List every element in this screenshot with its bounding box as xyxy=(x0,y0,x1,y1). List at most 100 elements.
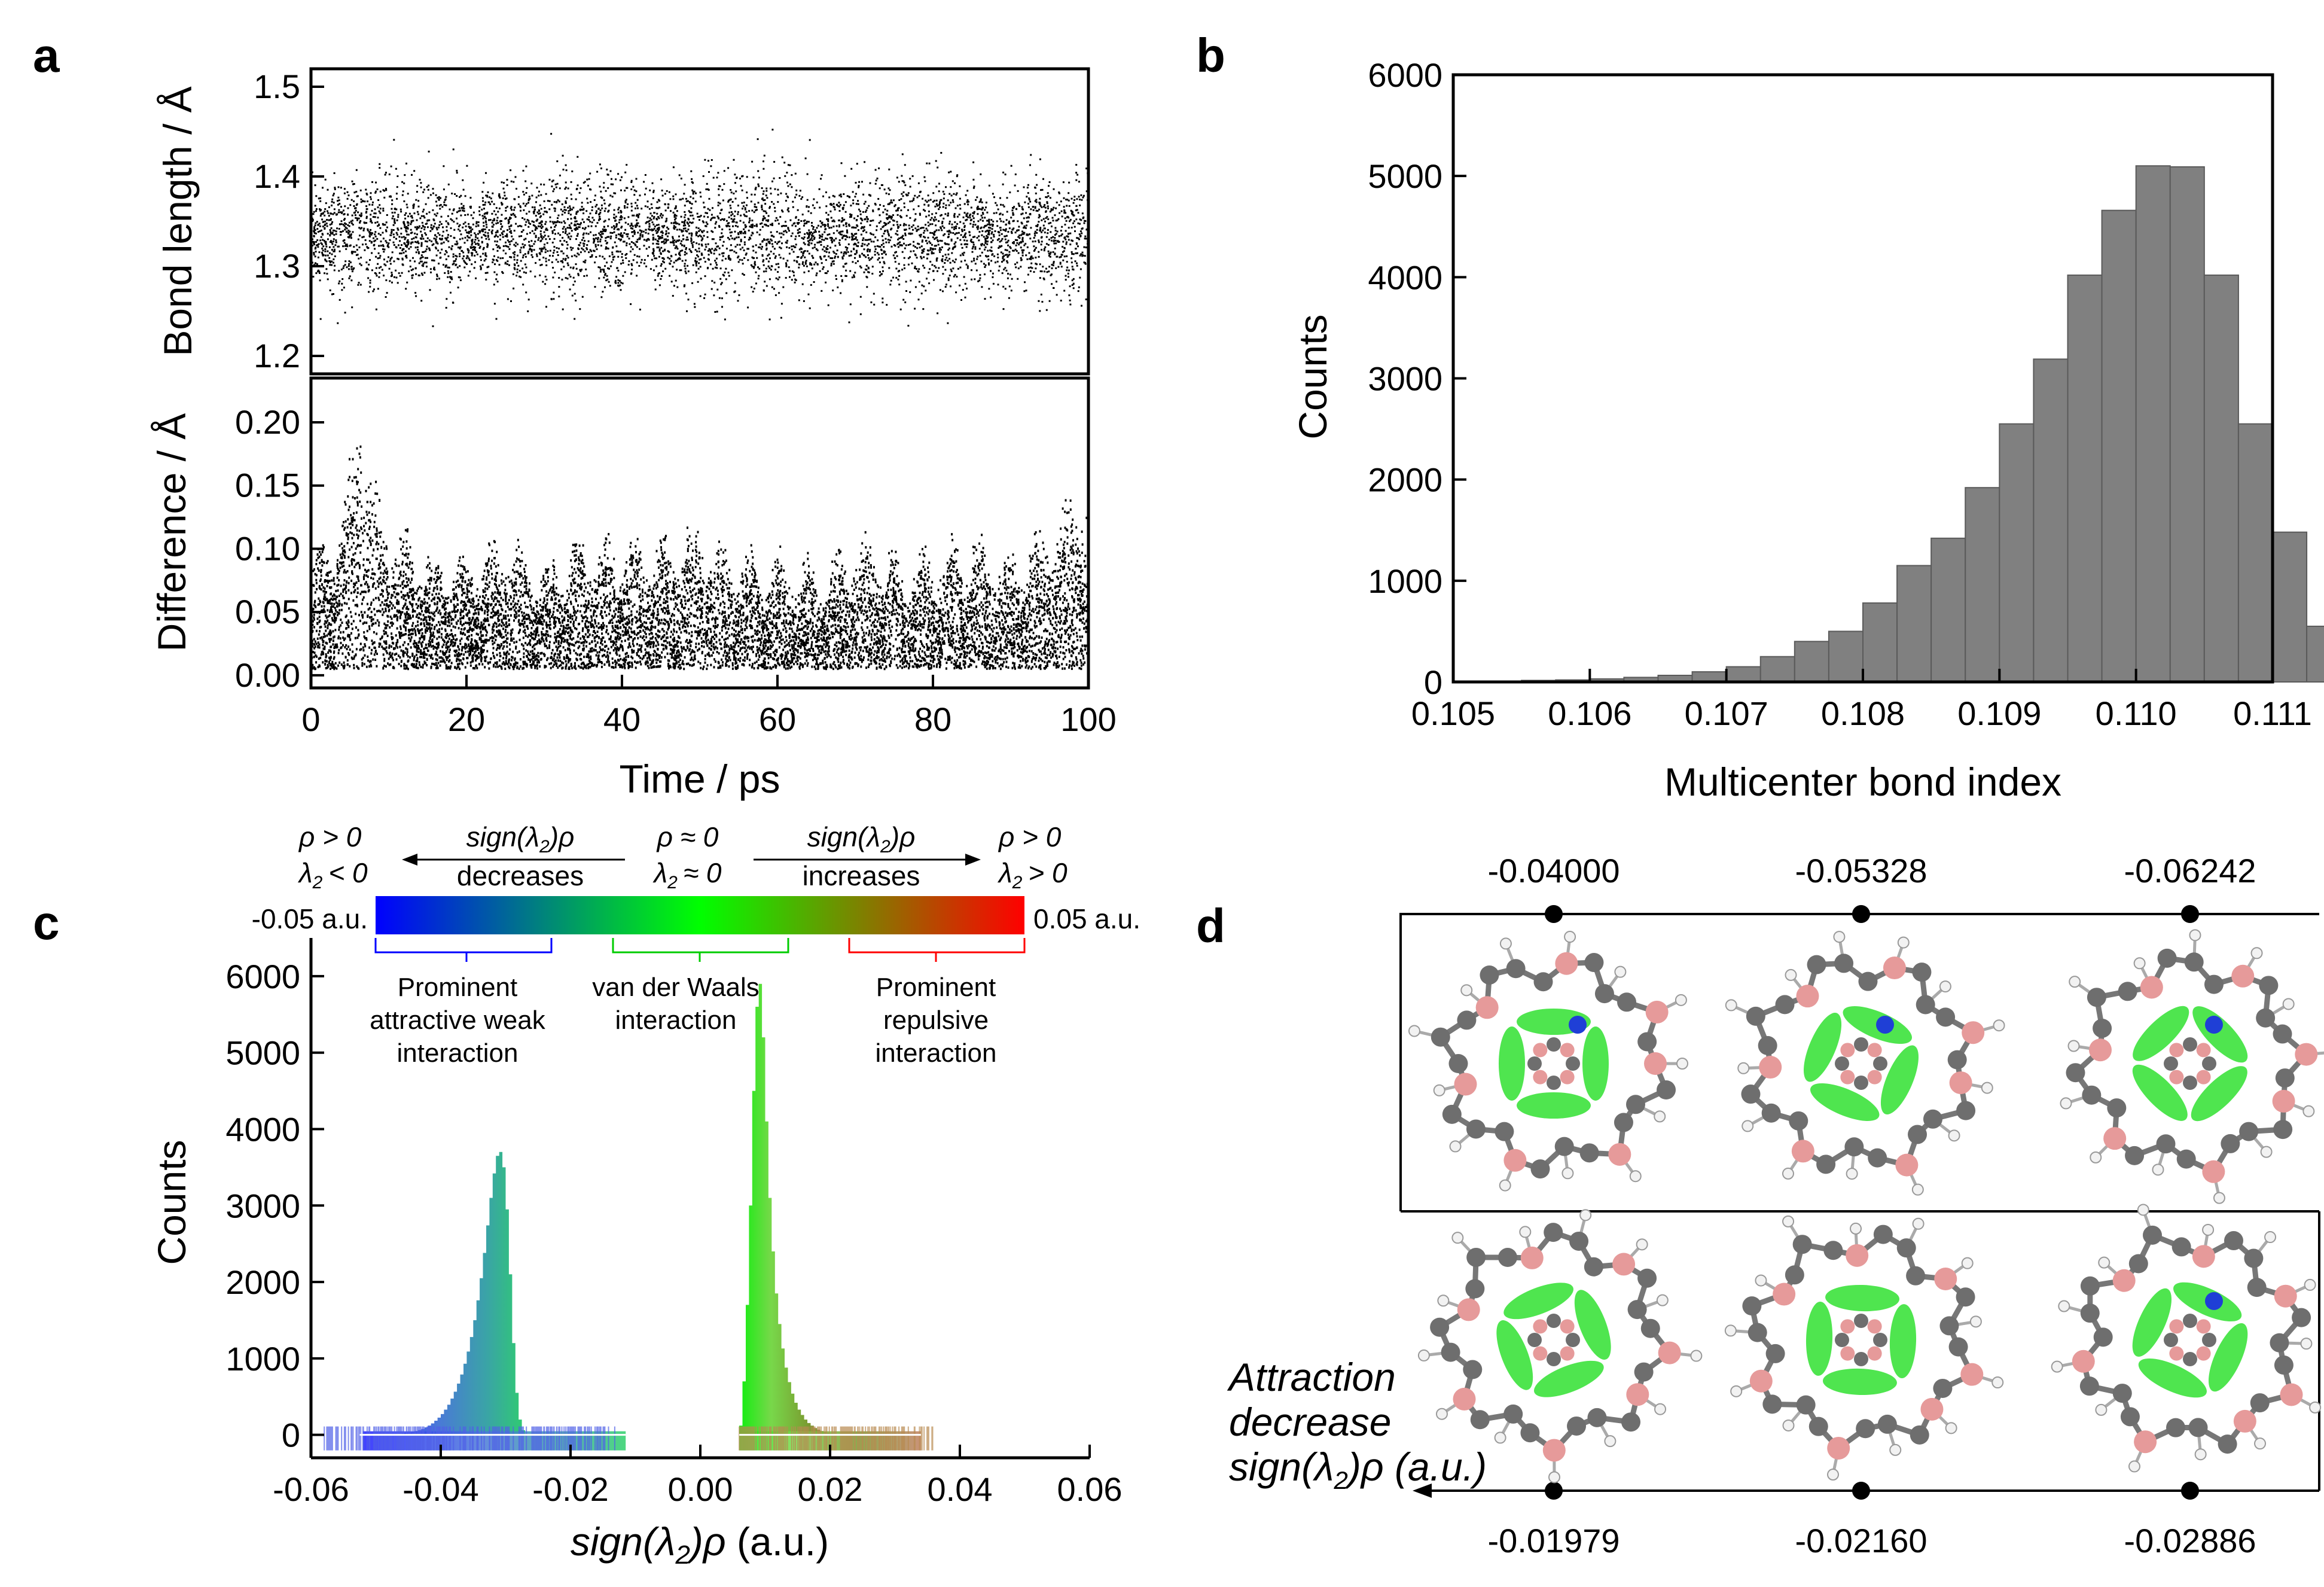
atom xyxy=(2183,1352,2197,1366)
atom xyxy=(2134,1430,2157,1454)
ytick-label: 2000 xyxy=(1368,461,1442,499)
histogram-bar xyxy=(1725,666,1761,683)
atom xyxy=(1533,972,1553,992)
xtick-label: -0.02 xyxy=(532,1470,609,1508)
panel-label-a: a xyxy=(33,29,60,82)
nci-isosurface xyxy=(1805,1301,1833,1376)
hydrogen-atom xyxy=(2133,957,2146,970)
panel-d-schematic: -0.04000 -0.05328 -0.06242 -0.01979 -0.0… xyxy=(1227,852,2324,1559)
atom xyxy=(1495,1122,1514,1141)
atom xyxy=(2196,1346,2211,1361)
histogram-bar xyxy=(2203,274,2239,683)
hydrogen-atom xyxy=(2090,1151,2102,1163)
hydrogen-atom xyxy=(1460,984,1473,997)
atom xyxy=(2183,1076,2197,1090)
hydrogen-atom xyxy=(1561,1167,1574,1180)
ytick-label: 5000 xyxy=(1368,157,1442,195)
histogram-bar xyxy=(1691,671,1727,683)
atom xyxy=(1637,1032,1657,1052)
atom xyxy=(1749,1369,1773,1393)
atom xyxy=(1840,1043,1855,1058)
panel-b-histogram: 0 1000 2000 3000 4000 5000 6000 0.105 0.106 0.107… xyxy=(1291,56,2324,804)
ytick-label: 0.00 xyxy=(235,656,300,694)
ytick-label: 1.2 xyxy=(254,337,300,374)
hydrogen-atom xyxy=(2282,998,2295,1010)
top-marker-3 xyxy=(2181,905,2199,923)
atom xyxy=(1533,1070,1548,1085)
region-repulsive-line2: repulsive xyxy=(883,1006,989,1035)
histogram-bar xyxy=(1930,537,1966,683)
header-rho-left: ρ > 0 xyxy=(298,821,362,852)
brace-vdw xyxy=(612,938,789,962)
atom xyxy=(1759,1056,1782,1079)
atom xyxy=(1856,1419,1875,1439)
atom xyxy=(1584,953,1604,973)
atom xyxy=(1503,1149,1527,1172)
top-marker-1 xyxy=(1545,905,1563,923)
atom xyxy=(1785,1265,1804,1285)
xtick-label: 0 xyxy=(301,700,320,738)
atom xyxy=(2273,1120,2293,1140)
bottom-marker-1 xyxy=(1545,1482,1563,1500)
hydrogen-atom xyxy=(1656,1294,1669,1306)
hydrogen-atom xyxy=(1499,1179,1511,1192)
hydrogen-atom xyxy=(2069,976,2081,988)
xtick-label: 40 xyxy=(603,700,641,738)
atom xyxy=(2270,1333,2289,1353)
atom xyxy=(1835,1056,1849,1071)
hydrogen-atom xyxy=(1725,999,1737,1012)
histogram-bar xyxy=(2306,625,2324,683)
top-value-1: -0.04000 xyxy=(1487,852,1620,890)
xtick-label: 0.111 xyxy=(2233,694,2312,732)
hydrogen-atom xyxy=(1499,937,1512,950)
header-lambda-center: λ2 ≈ 0 xyxy=(652,857,722,893)
hydrogen-atom xyxy=(1912,1217,1925,1230)
atom xyxy=(1470,1410,1490,1430)
panel-a-top-ylabel: Bond length / Å xyxy=(155,86,200,356)
atom xyxy=(1908,1125,1927,1144)
atom xyxy=(2247,1278,2267,1297)
header-rho-center: ρ ≈ 0 xyxy=(656,821,719,852)
atom xyxy=(1441,1342,1460,1362)
panel-b-ticks: 0 1000 2000 3000 4000 5000 6000 0.105 0.106 0.107… xyxy=(1368,56,2311,732)
atom xyxy=(2164,1056,2178,1071)
atom xyxy=(1877,1414,1897,1434)
atom xyxy=(1792,1235,1812,1254)
panel-c-region-braces: Prominent attractive weak interaction va… xyxy=(370,938,1026,1068)
atom xyxy=(1453,1387,1476,1411)
atom xyxy=(2079,1376,2099,1396)
atom xyxy=(1555,952,1578,975)
colorbar-min-label: -0.05 a.u. xyxy=(252,903,368,934)
atom xyxy=(1527,1333,1542,1347)
atom xyxy=(1854,1076,1868,1090)
atom xyxy=(2125,1146,2145,1165)
atom xyxy=(1854,1352,1868,1366)
atom xyxy=(1658,1341,1681,1364)
atom xyxy=(1933,1378,1953,1398)
atom xyxy=(2143,1225,2163,1245)
panel-b-bars xyxy=(1521,165,2324,683)
histogram-bar xyxy=(2237,423,2274,683)
bottom-axis-arrowhead xyxy=(1413,1484,1432,1498)
hydrogen-atom xyxy=(2309,1401,2322,1414)
atom xyxy=(1612,1253,1636,1276)
panel-a-bottom-points xyxy=(311,445,1088,671)
blue-isosurface xyxy=(2205,1292,2223,1310)
atom xyxy=(1910,1425,1929,1445)
atom xyxy=(2272,1089,2295,1113)
ytick-label: 6000 xyxy=(1368,56,1442,94)
atom xyxy=(1827,1436,1850,1460)
molecule-snapshot xyxy=(2051,1204,2322,1473)
atom xyxy=(1923,1109,1942,1129)
atom xyxy=(1835,1333,1849,1347)
atom xyxy=(2292,1308,2311,1327)
atom xyxy=(1867,1043,1882,1058)
hydrogen-atom xyxy=(1833,931,1846,943)
arrow-decrease-head xyxy=(402,854,417,866)
nci-isosurface xyxy=(1822,1368,1897,1396)
xtick-label: 0.107 xyxy=(1685,694,1768,732)
difference-points xyxy=(311,445,1088,671)
nci-isosurface xyxy=(1496,1320,1533,1390)
nci-isosurface xyxy=(1880,1045,1919,1115)
panel-a-top-plot: 1.2 1.3 1.4 1.5 Bond length / Å xyxy=(155,67,1090,376)
